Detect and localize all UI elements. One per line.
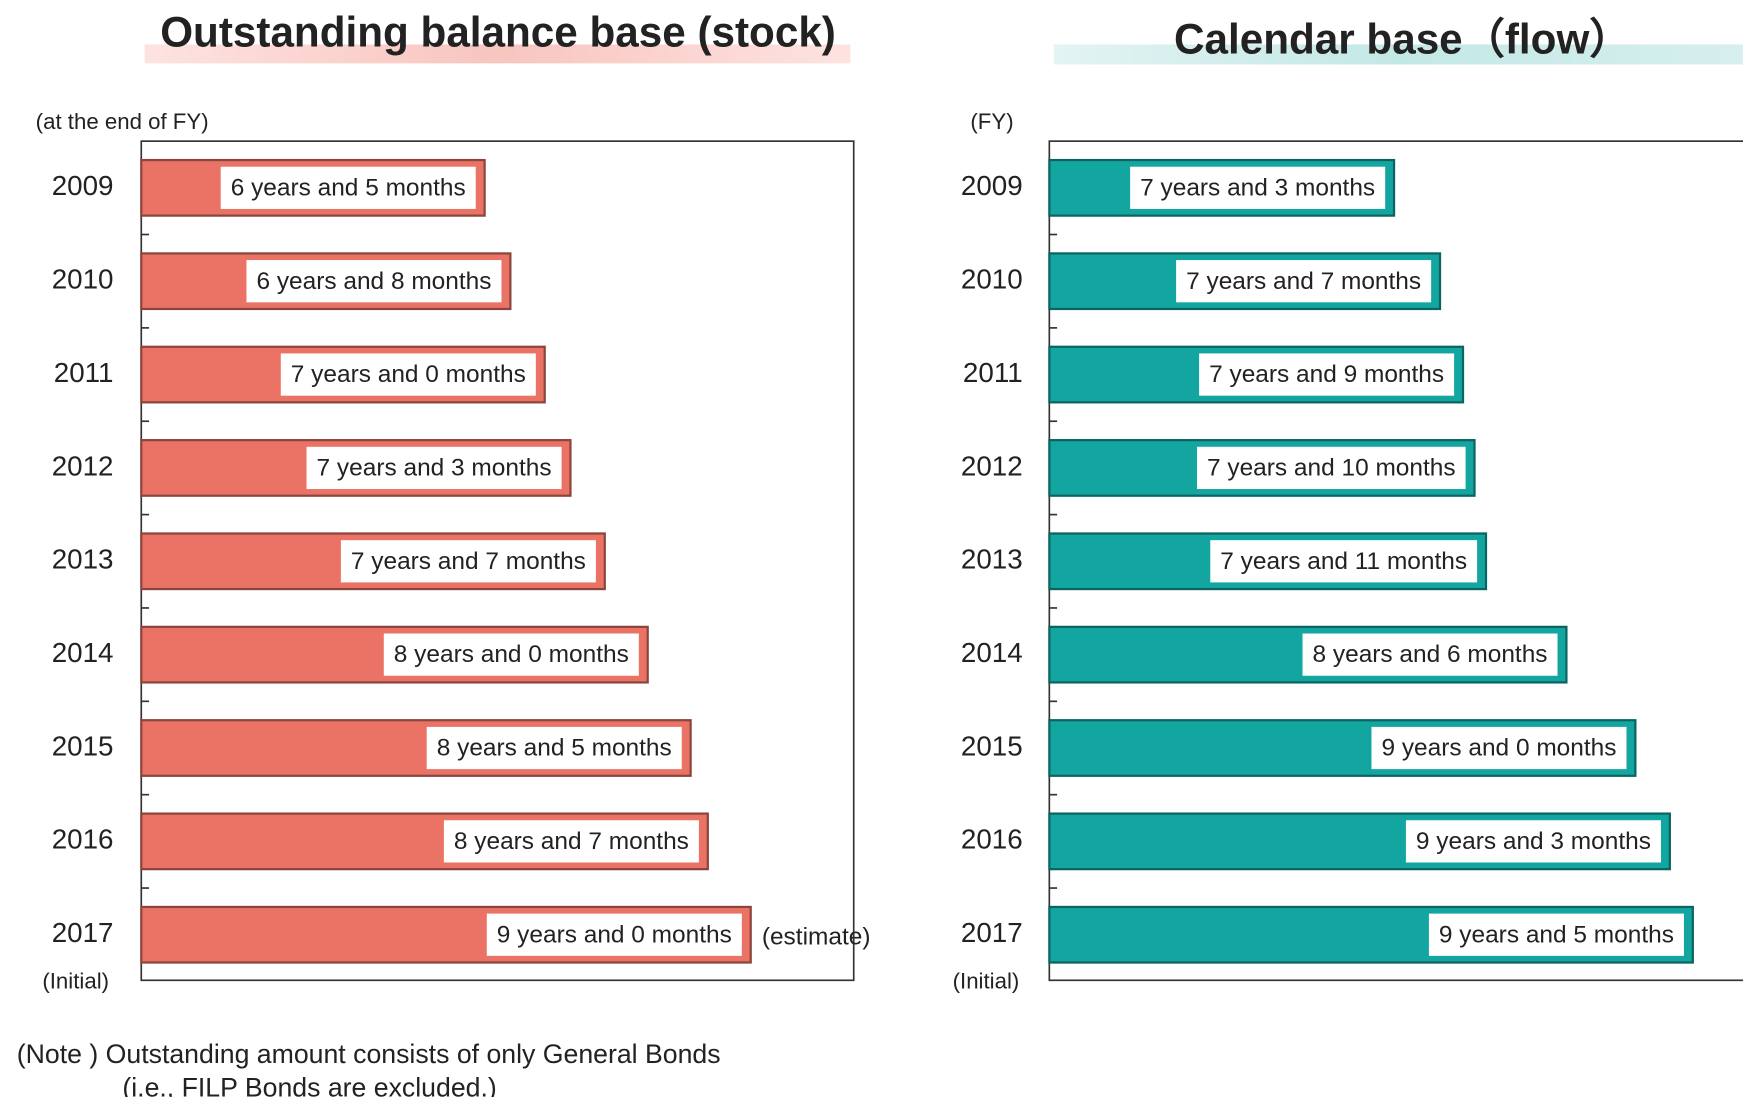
value-label: 8 years and 0 months	[394, 641, 629, 668]
y-tick-label: 2016	[961, 824, 1023, 855]
axis-label: (FY)	[970, 109, 1013, 134]
value-label: 6 years and 8 months	[256, 268, 491, 295]
y-tick-label: 2017	[52, 917, 114, 948]
value-label-box	[1428, 913, 1684, 956]
y-tick-label: 2014	[961, 637, 1023, 668]
value-label: 7 years and 11 months	[1220, 548, 1467, 575]
y-tick-label: 2017	[961, 917, 1023, 948]
value-label: 8 years and 7 months	[454, 828, 689, 855]
value-label: 7 years and 7 months	[1186, 268, 1421, 295]
y-tick-label: 2011	[54, 357, 114, 388]
category-note: (Initial)	[953, 968, 1020, 993]
title-highlight	[144, 44, 851, 64]
value-label-box	[220, 166, 476, 209]
value-label-box	[486, 913, 742, 956]
category-note: (Initial)	[42, 968, 109, 993]
value-label-box	[1302, 633, 1558, 676]
y-tick-label: 2016	[52, 824, 114, 855]
annotation: (estimate)	[762, 924, 871, 951]
value-label-box	[306, 446, 562, 490]
value-label-box	[1405, 820, 1661, 863]
value-label-box	[280, 353, 536, 396]
value-label: 7 years and 7 months	[351, 548, 586, 575]
y-tick-label: 2009	[52, 170, 114, 201]
value-label-box	[383, 633, 639, 676]
value-label: 9 years and 3 months	[1416, 828, 1651, 855]
chart-title: Outstanding balance base (stock)	[160, 9, 836, 56]
value-label: 7 years and 9 months	[1209, 361, 1444, 388]
value-label: 9 years and 5 months	[1439, 921, 1674, 948]
value-label: 9 years and 0 months	[1381, 735, 1616, 762]
chart-title: Calendar base（flow）	[1174, 15, 1631, 62]
y-tick-label: 2012	[52, 450, 114, 481]
y-tick-label: 2015	[961, 730, 1023, 761]
y-tick-label: 2011	[963, 357, 1023, 388]
note: (Note ) Outstanding amount consists of o…	[17, 1039, 721, 1069]
y-tick-label: 2013	[961, 544, 1023, 575]
value-label: 7 years and 3 months	[317, 454, 552, 481]
y-tick-label: 2010	[961, 264, 1023, 295]
y-tick-label: 2009	[961, 170, 1023, 201]
y-tick-label: 2012	[961, 450, 1023, 481]
value-label: 8 years and 6 months	[1313, 641, 1548, 668]
value-label-box	[443, 820, 699, 863]
value-label: 6 years and 5 months	[231, 174, 466, 201]
value-label-box	[1130, 166, 1386, 209]
value-label: 7 years and 3 months	[1140, 174, 1375, 201]
y-tick-label: 2015	[52, 730, 114, 761]
note: (i.e., FILP Bonds are excluded.)	[122, 1072, 496, 1097]
value-label: 7 years and 10 months	[1207, 454, 1456, 481]
y-tick-label: 2010	[52, 264, 114, 295]
value-label: 8 years and 5 months	[437, 735, 672, 762]
value-label-box	[1210, 540, 1478, 583]
value-label-box	[340, 540, 596, 583]
y-tick-label: 2014	[52, 637, 114, 668]
value-label: 7 years and 0 months	[291, 361, 526, 388]
value-label-box	[1196, 446, 1466, 490]
value-label-box	[1176, 260, 1432, 303]
title-highlight	[1053, 44, 1743, 65]
value-label-box	[1199, 353, 1455, 396]
value-label-box	[426, 726, 682, 770]
value-label: 9 years and 0 months	[497, 921, 732, 948]
y-tick-label: 2013	[52, 544, 114, 575]
axis-label: (at the end of FY)	[36, 109, 209, 134]
value-label-box	[1371, 726, 1627, 770]
value-label-box	[246, 260, 502, 303]
